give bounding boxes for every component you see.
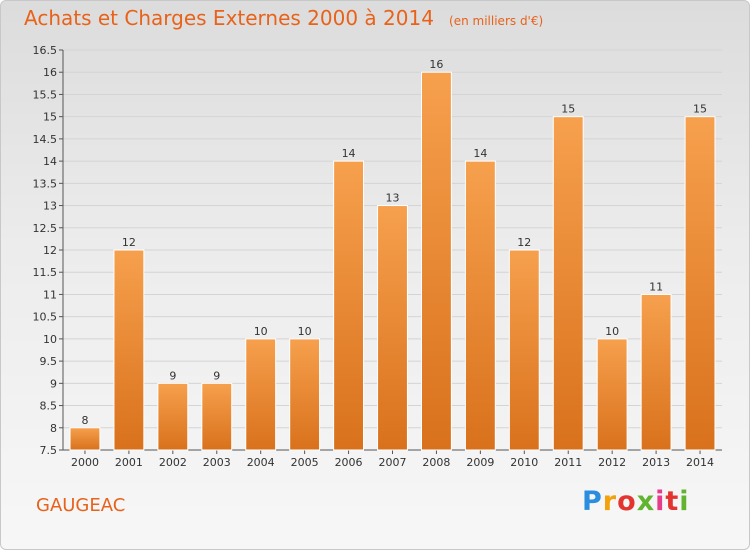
y-tick-label: 14 xyxy=(43,155,57,168)
value-label: 16 xyxy=(429,58,443,71)
x-tick-label: 2010 xyxy=(510,456,538,469)
bar-2003 xyxy=(201,382,233,451)
x-tick-label: 2001 xyxy=(115,456,143,469)
value-label: 13 xyxy=(386,192,400,205)
y-tick-label: 11.5 xyxy=(33,266,58,279)
value-label: 15 xyxy=(693,103,707,116)
bar-2002 xyxy=(157,382,189,451)
value-label: 12 xyxy=(517,236,531,249)
chart-subtitle: (en milliers d'€) xyxy=(449,14,544,28)
bar-2001 xyxy=(113,249,145,451)
x-tick-label: 2006 xyxy=(335,456,363,469)
bar-2013 xyxy=(640,293,672,451)
bar-2005 xyxy=(289,338,321,451)
x-tick-label: 2012 xyxy=(598,456,626,469)
bar-2010 xyxy=(508,249,540,451)
x-tick-label: 2002 xyxy=(159,456,187,469)
y-tick-label: 16.5 xyxy=(33,44,58,57)
y-tick-label: 8.5 xyxy=(40,400,58,413)
y-tick-label: 12.5 xyxy=(33,222,58,235)
bar-2008 xyxy=(420,71,452,451)
y-tick-label: 13.5 xyxy=(33,177,58,190)
bar-2014 xyxy=(684,116,716,451)
y-tick-label: 15.5 xyxy=(33,88,58,101)
value-label: 10 xyxy=(298,325,312,338)
bar-2000 xyxy=(69,427,101,451)
x-tick-label: 2009 xyxy=(466,456,494,469)
bar-2007 xyxy=(377,205,408,451)
value-label: 10 xyxy=(605,325,619,338)
value-label: 12 xyxy=(122,236,136,249)
y-tick-label: 9.5 xyxy=(40,355,58,368)
y-tick-label: 14.5 xyxy=(33,133,58,146)
y-tick-label: 13 xyxy=(43,200,57,213)
bar-2011 xyxy=(552,116,584,451)
x-tick-label: 2011 xyxy=(554,456,582,469)
labels: 7.5 8 8.5 9 9.5 10 10.5 11 11.5 12 12.5 13 13.5 14 14.… xyxy=(33,44,715,469)
value-label: 14 xyxy=(342,147,356,160)
x-tick-label: 2008 xyxy=(422,456,450,469)
bar-2009 xyxy=(464,160,496,451)
chart-title: Achats et Charges Externes 2000 à 2014 xyxy=(24,6,434,30)
x-tick-label: 2014 xyxy=(686,456,714,469)
commune-name: GAUGEAC xyxy=(36,495,126,516)
bar-2004 xyxy=(245,338,277,451)
y-tick-label: 7.5 xyxy=(40,444,58,457)
value-label: 10 xyxy=(254,325,268,338)
x-tick-label: 2000 xyxy=(71,456,99,469)
x-tick-label: 2004 xyxy=(247,456,275,469)
bar-2012 xyxy=(596,338,628,451)
value-label: 9 xyxy=(213,369,220,382)
bars xyxy=(69,71,716,451)
value-label: 15 xyxy=(561,103,575,116)
value-label: 14 xyxy=(473,147,487,160)
value-label: 9 xyxy=(169,369,176,382)
y-tick-label: 8 xyxy=(50,422,57,435)
x-tick-label: 2003 xyxy=(203,456,231,469)
y-tick-label: 12 xyxy=(43,244,57,257)
title-row: Achats et Charges Externes 2000 à 2014 (… xyxy=(24,6,543,30)
y-tick-label: 10.5 xyxy=(33,311,58,324)
y-tick-label: 16 xyxy=(43,66,57,79)
value-label: 8 xyxy=(81,414,88,427)
value-label: 11 xyxy=(649,280,663,293)
y-tick-label: 11 xyxy=(43,288,57,301)
x-tick-label: 2005 xyxy=(291,456,319,469)
y-tick-label: 15 xyxy=(43,111,57,124)
y-tick-label: 10 xyxy=(43,333,57,346)
y-tick-label: 9 xyxy=(50,377,57,390)
proxiti-logo: Proxiti xyxy=(582,486,690,517)
x-tick-label: 2007 xyxy=(379,456,407,469)
bar-2006 xyxy=(333,160,365,451)
x-tick-label: 2013 xyxy=(642,456,670,469)
